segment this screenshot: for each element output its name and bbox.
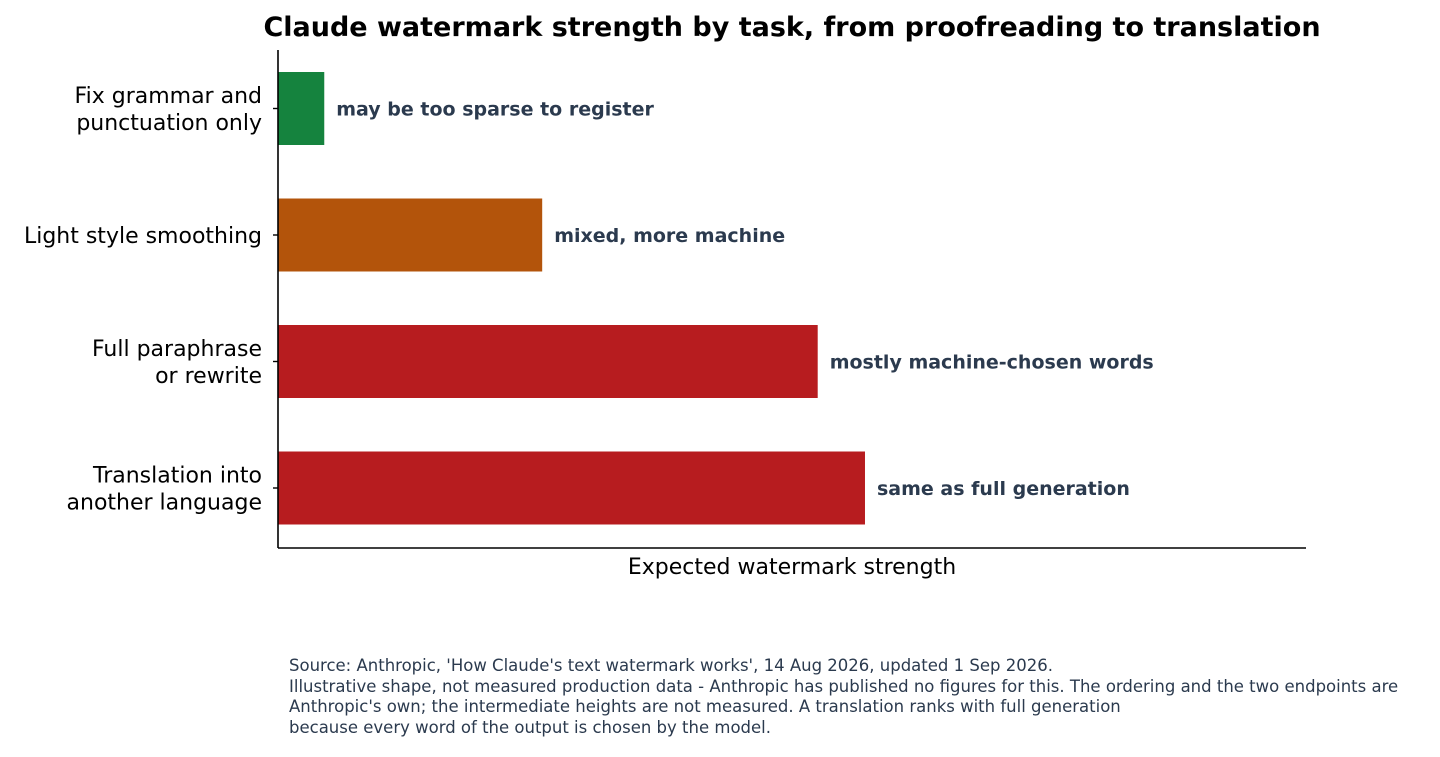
- chart-title: Claude watermark strength by task, from …: [263, 12, 1320, 43]
- bar-annotation: same as full generation: [877, 478, 1130, 500]
- bars-layer: may be too sparse to register mixed, more…: [278, 72, 1154, 525]
- axes-layer: Fix grammar and punctuation only Light sty…: [24, 50, 1306, 549]
- y-tick-label: Translation into another language: [67, 464, 262, 516]
- footnote-line: Source: Anthropic, 'How Claude's text wa…: [289, 656, 1053, 675]
- bar: [278, 72, 325, 145]
- bar: [278, 198, 543, 272]
- bar-annotation: mostly machine-chosen words: [830, 352, 1154, 374]
- bar: [278, 325, 818, 398]
- footnote-line: because every word of the output is chos…: [289, 717, 771, 737]
- x-axis-label: Expected watermark strength: [628, 555, 956, 580]
- footnote-line: Anthropic's own; the intermediate height…: [289, 697, 1121, 717]
- y-tick-label: Light style smoothing: [24, 224, 262, 249]
- source-footnote: Source: Anthropic, 'How Claude's text wa…: [289, 656, 1434, 738]
- bar: [278, 451, 865, 525]
- bar-annotation: mixed, more machine: [554, 225, 785, 247]
- y-tick-label: Full paraphrase or rewrite: [92, 337, 262, 389]
- y-tick-label: Fix grammar and punctuation only: [75, 84, 262, 136]
- bar-annotation: may be too sparse to register: [336, 99, 654, 121]
- footnote-line: Illustrative shape, not measured product…: [289, 676, 1399, 696]
